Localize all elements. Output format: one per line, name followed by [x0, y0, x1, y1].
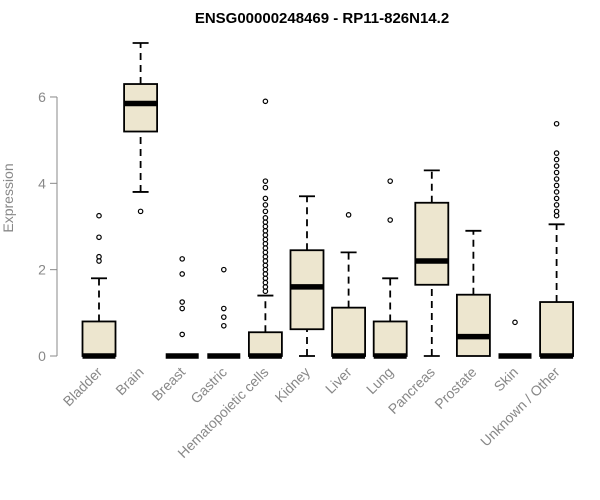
outlier-point — [553, 163, 560, 169]
box-5 — [289, 195, 325, 357]
outlier-point — [553, 202, 560, 208]
outlier-point — [96, 212, 102, 219]
boxes — [81, 42, 574, 359]
box-rect — [539, 301, 574, 357]
box-3 — [207, 266, 241, 359]
box-11 — [539, 120, 574, 359]
x-category-label: Kidney — [272, 364, 314, 406]
box-rect — [123, 83, 158, 133]
outlier-point — [179, 256, 186, 262]
x-category-label: Brain — [112, 364, 146, 398]
y-tick-label: 2 — [38, 262, 46, 278]
box-1 — [123, 42, 158, 215]
outlier-point — [345, 212, 352, 218]
y-axis: 0 2 4 6 — [38, 89, 58, 364]
x-category-label: Unknown / Other — [477, 364, 563, 450]
outlier-point — [553, 176, 560, 182]
y-axis-label: Expression — [0, 163, 16, 232]
outlier-point — [553, 169, 560, 176]
outlier-point — [387, 178, 394, 184]
outlier-point — [96, 253, 102, 260]
box-rect — [247, 331, 283, 357]
outlier-point — [262, 184, 269, 191]
box-rect — [81, 320, 117, 357]
outlier-point — [179, 305, 186, 312]
box-rect — [331, 306, 367, 357]
outlier-point — [179, 299, 186, 305]
box-7 — [372, 178, 408, 359]
box-rect — [455, 293, 491, 357]
y-tick-label: 4 — [38, 175, 46, 191]
box-0 — [81, 212, 117, 359]
outlier-point — [553, 195, 560, 202]
outlier-point — [553, 189, 560, 195]
x-category-label: Prostate — [431, 364, 479, 412]
x-category-label: Liver — [322, 364, 355, 397]
outlier-point — [221, 305, 227, 312]
x-category-label: Breast — [148, 364, 188, 404]
outlier-point — [553, 120, 560, 127]
chart-title: ENSG00000248469 - RP11-826N14.2 — [195, 10, 449, 27]
outlier-point — [262, 215, 269, 221]
box-rect — [414, 201, 450, 286]
outlier-point — [137, 208, 144, 215]
outlier-point — [179, 271, 186, 277]
box-2 — [165, 256, 199, 359]
outlier-point — [553, 156, 560, 163]
outlier-point — [179, 331, 186, 338]
outlier-point — [262, 202, 269, 208]
x-category-label: Skin — [491, 364, 522, 395]
x-category-label: Bladder — [60, 364, 106, 410]
outlier-point — [262, 195, 269, 202]
x-category-label: Lung — [363, 364, 396, 397]
box-10 — [498, 319, 532, 359]
outlier-point — [221, 322, 227, 329]
box-rect — [289, 249, 325, 331]
outlier-point — [262, 208, 269, 215]
outlier-point — [96, 234, 102, 241]
y-tick-label: 0 — [38, 348, 46, 364]
box-rect — [372, 320, 408, 357]
box-9 — [455, 229, 491, 357]
outlier-point — [262, 178, 269, 184]
outlier-point — [512, 319, 518, 326]
outlier-point — [262, 98, 269, 105]
outlier-point — [553, 150, 560, 156]
box-4 — [247, 98, 283, 359]
box-6 — [331, 212, 367, 359]
outlier-point — [387, 217, 394, 223]
y-tick-label: 6 — [38, 89, 46, 105]
box-8 — [414, 169, 450, 357]
outlier-point — [553, 182, 560, 189]
outlier-point — [553, 208, 560, 215]
outlier-point — [221, 266, 227, 273]
outlier-point — [221, 314, 227, 320]
